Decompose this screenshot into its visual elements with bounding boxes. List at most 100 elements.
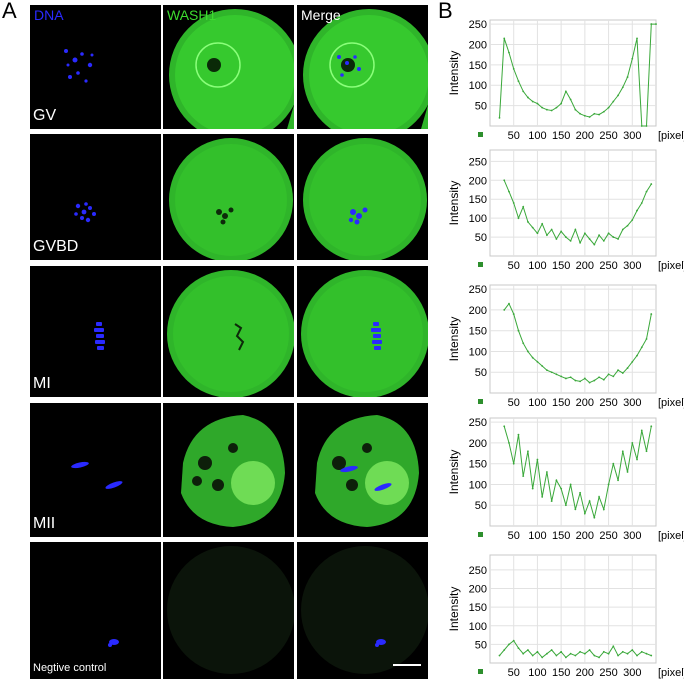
profile-chart-mii-svg: 50 100 150 200 250 50 100 150 200 250 300 [pixel] In… xyxy=(447,417,684,542)
intensity-data-point xyxy=(555,238,558,240)
intensity-data-point xyxy=(503,37,506,40)
intensity-data-point xyxy=(536,650,539,653)
negative-wash1-image xyxy=(163,542,294,679)
intensity-data-point xyxy=(560,102,563,105)
gvbd-merge-drawing xyxy=(303,138,427,260)
intensity-data-point xyxy=(650,654,653,657)
intensity-data-point xyxy=(512,313,515,315)
legend-swatch xyxy=(478,262,483,267)
intensity-data-point xyxy=(645,450,648,453)
intensity-data-point xyxy=(598,656,600,659)
intensity-data-point xyxy=(617,654,619,657)
intensity-data-point xyxy=(631,649,634,651)
stage-label-mi: MI xyxy=(33,375,51,392)
intensity-data-point xyxy=(626,76,629,78)
intensity-data-point xyxy=(588,381,591,384)
profile-chart-gvbd: 50 100 150 200 250 50 100 150 200 250 300 [pixel] In… xyxy=(432,140,684,278)
intensity-data-point xyxy=(640,346,643,349)
intensity-data-point xyxy=(522,205,525,208)
legend-swatch xyxy=(478,399,483,404)
intensity-data-point xyxy=(498,116,501,119)
intensity-data-point xyxy=(574,508,577,511)
intensity-data-point xyxy=(636,354,638,357)
intensity-data-point xyxy=(503,309,506,311)
plot-area xyxy=(489,554,657,664)
intensity-data-point xyxy=(655,23,657,25)
intensity-data-point xyxy=(508,190,510,193)
intensity-data-point xyxy=(546,471,548,473)
y-tick-label: 50 xyxy=(475,232,487,244)
intensity-data-point xyxy=(621,372,624,374)
x-tick-label: 250 xyxy=(599,397,617,409)
intensity-data-point xyxy=(645,338,648,340)
intensity-data-point xyxy=(508,643,510,646)
intensity-data-point xyxy=(621,450,624,453)
x-tick-label: 300 xyxy=(623,667,641,679)
plot-area xyxy=(489,149,657,257)
y-tick-label: 200 xyxy=(469,438,487,450)
intensity-data-point xyxy=(555,654,558,657)
x-tick-label: 200 xyxy=(576,130,594,142)
intensity-data-point xyxy=(564,377,567,380)
mii-wash1-image xyxy=(163,403,294,537)
negative-wash1-drawing xyxy=(167,546,294,674)
legend-swatch xyxy=(478,132,483,137)
intensity-data-point xyxy=(569,239,572,242)
intensity-data-point xyxy=(650,425,653,428)
x-tick-label: 50 xyxy=(508,397,520,409)
column-header-merge: Merge xyxy=(301,7,341,23)
intensity-data-point xyxy=(517,80,520,83)
gvbd-wash1-image xyxy=(163,134,294,260)
intensity-profile-line xyxy=(499,23,656,127)
intensity-data-point xyxy=(626,652,629,655)
intensity-data-point xyxy=(612,645,615,648)
intensity-data-point xyxy=(598,496,600,498)
x-unit-label: [pixel] xyxy=(658,667,684,679)
intensity-profile-line xyxy=(503,302,652,384)
intensity-data-point xyxy=(531,356,534,359)
intensity-data-point xyxy=(607,232,610,235)
intensity-data-point xyxy=(612,375,615,378)
intensity-data-point xyxy=(546,234,548,237)
intensity-data-point xyxy=(617,238,619,240)
gvbd-dna-drawing xyxy=(74,202,96,223)
y-axis-label: Intensity xyxy=(447,51,461,96)
intensity-data-point xyxy=(593,379,596,382)
mii-dna-image: MII xyxy=(30,403,161,537)
intensity-data-point xyxy=(617,479,619,482)
stage-label-negative-control: Negtive control xyxy=(33,662,107,674)
intensity-data-point xyxy=(550,228,553,231)
y-tick-label: 100 xyxy=(469,80,487,92)
x-tick-label: 150 xyxy=(552,530,570,542)
intensity-data-point xyxy=(546,369,548,372)
y-tick-label: 150 xyxy=(469,459,487,471)
intensity-data-point xyxy=(550,649,553,651)
intensity-data-point xyxy=(598,376,600,379)
intensity-data-point xyxy=(617,94,619,97)
x-tick-label: 50 xyxy=(508,130,520,142)
mii-wash1-drawing xyxy=(181,415,285,527)
intensity-data-point xyxy=(574,228,577,231)
y-tick-label: 250 xyxy=(469,156,487,168)
gv-dna-drawing xyxy=(64,49,94,83)
negative-merge-image xyxy=(297,542,428,679)
intensity-data-point xyxy=(569,652,572,655)
y-tick-label: 200 xyxy=(469,39,487,51)
intensity-data-point xyxy=(550,109,553,112)
x-tick-label: 200 xyxy=(576,530,594,542)
y-tick-label: 150 xyxy=(469,602,487,614)
intensity-data-point xyxy=(640,125,643,127)
intensity-data-point xyxy=(631,360,634,363)
intensity-data-point xyxy=(579,650,582,653)
plot-area xyxy=(489,284,657,394)
x-unit-label: [pixel] xyxy=(658,530,684,542)
intensity-data-point xyxy=(527,350,529,353)
intensity-data-point xyxy=(579,112,582,115)
mi-dna-drawing xyxy=(94,322,105,350)
profile-chart-gvbd-svg: 50 100 150 200 250 50 100 150 200 250 300 [pixel] In… xyxy=(447,149,684,272)
intensity-data-point xyxy=(517,433,520,436)
y-tick-label: 250 xyxy=(469,19,487,31)
mi-merge-image xyxy=(297,266,428,397)
intensity-data-point xyxy=(531,654,534,657)
x-tick-label: 100 xyxy=(528,260,546,272)
